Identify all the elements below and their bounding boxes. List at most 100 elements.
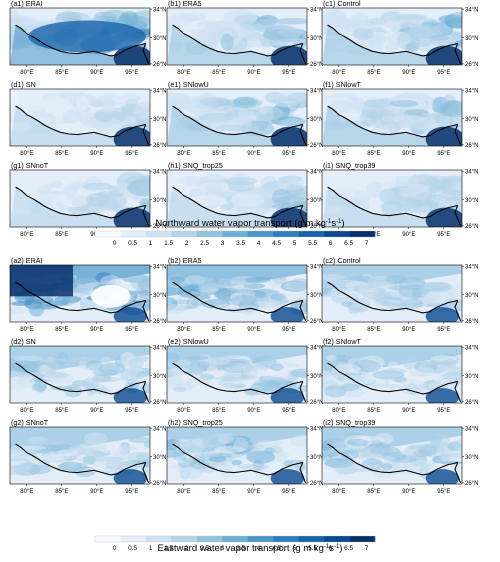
lon-tick-label: 95°E <box>125 327 138 333</box>
lon-tick-label: 85°E <box>55 70 68 76</box>
lon-tick-label: 85°E <box>212 489 225 495</box>
transport-field <box>322 89 462 146</box>
colorbar-tick-label: 0 <box>113 545 117 552</box>
transport-field <box>322 346 462 403</box>
map-frame <box>9 264 151 323</box>
colorbar-swatch <box>196 231 223 237</box>
lat-tick-label: 30°N <box>153 117 166 123</box>
plateau-border <box>299 462 307 484</box>
colorbar-tick-label: 6 <box>329 240 333 247</box>
colorbar-tick-label: 5.5 <box>308 240 317 247</box>
transport-field <box>322 170 462 227</box>
colorbar-tick-label: 3.5 <box>236 545 245 552</box>
lat-tick-label: 30°N <box>153 198 166 204</box>
lat-tick-label: 30°N <box>310 198 323 204</box>
transport-field <box>322 8 462 65</box>
colorbar-swatch <box>95 231 121 237</box>
colorbar-tick-label: 7 <box>365 545 369 552</box>
plateau-border <box>454 124 462 146</box>
colorbar-tick-label: 6.5 <box>344 545 353 552</box>
lon-tick-label: 95°E <box>437 489 450 495</box>
lat-tick-label: 30°N <box>310 293 323 299</box>
lat-tick-label: 34°N <box>310 169 323 175</box>
lat-tick-label: 34°N <box>465 169 478 175</box>
colorbar-tick-label: 2 <box>185 240 189 247</box>
lon-tick-label: 80°E <box>177 408 190 414</box>
colorbar-tick-label: 1 <box>149 240 153 247</box>
map-frame <box>9 169 151 228</box>
transport-field <box>167 170 307 227</box>
transport-field <box>322 427 462 484</box>
lat-tick-label: 34°N <box>153 264 166 270</box>
lon-tick-label: 95°E <box>437 70 450 76</box>
colorbar-title: Northward water vapor transport (g m kg-… <box>155 218 344 229</box>
colorbar-tick-label: 7 <box>365 240 369 247</box>
lon-tick-label: 90°E <box>247 408 260 414</box>
plateau-border <box>327 443 458 476</box>
colorbar-tick-label: 5 <box>293 240 297 247</box>
transport-field <box>10 265 150 322</box>
map-panel: (b2) ERA5 34°N 30°N 26°N 80°E 85°E 90°E 95°E <box>166 256 323 333</box>
colorbar-tick-label: 3 <box>221 240 225 247</box>
map-frame <box>9 7 151 66</box>
plateau-border <box>299 300 307 322</box>
map-panel: (d1) SN 34°N 30°N 26°N 80°E 85°E 90°E 95°E <box>9 80 166 157</box>
colorbar-swatch <box>120 231 147 237</box>
plateau-border <box>299 205 307 227</box>
lat-tick-label: 30°N <box>310 36 323 42</box>
panel-title: (e2) SNlowU <box>168 337 209 346</box>
colorbar-tick-label: 3.5 <box>236 240 245 247</box>
map-frame <box>321 7 463 66</box>
map-frame <box>321 345 463 404</box>
plateau-border <box>142 381 150 403</box>
lon-tick-label: 90°E <box>90 151 103 157</box>
map-panel: (a1) ERAI 34°N 30°N 26°N 80°E 85°E 90°E 95°E <box>9 0 166 76</box>
colorbar-swatch <box>298 536 325 542</box>
plateau-border <box>15 443 146 476</box>
lon-tick-label: 90°E <box>247 151 260 157</box>
lat-tick-label: 26°N <box>153 481 166 487</box>
lon-tick-label: 80°E <box>332 151 345 157</box>
colorbar-tick-label: 0.5 <box>128 240 137 247</box>
colorbar-tick-label: 0 <box>113 240 117 247</box>
lon-tick-label: 85°E <box>367 408 380 414</box>
plateau-border <box>15 105 146 138</box>
transport-field <box>10 346 150 403</box>
lon-tick-label: 80°E <box>332 70 345 76</box>
lon-tick-label: 90°E <box>247 489 260 495</box>
panel-title: (d2) SN <box>11 337 36 346</box>
plateau-border <box>172 186 303 219</box>
plateau-border <box>454 300 462 322</box>
transport-field <box>10 427 150 484</box>
lon-tick-label: 80°E <box>20 70 33 76</box>
lon-tick-label: 90°E <box>402 408 415 414</box>
lat-tick-label: 34°N <box>465 7 478 13</box>
colorbar-swatch <box>273 231 299 237</box>
plateau-border <box>172 362 303 395</box>
lat-tick-label: 30°N <box>310 374 323 380</box>
lat-tick-label: 30°N <box>465 198 478 204</box>
colorbar-tick-label: 1.5 <box>164 240 173 247</box>
colorbar-swatch <box>145 231 172 237</box>
lon-tick-label: 80°E <box>177 489 190 495</box>
map-panel: (i2) SNQ_trop39 34°N 30°N 26°N 80°E 85°E 90°E 9… <box>321 418 478 495</box>
map-panel: (f2) SNlowT 34°N 30°N 26°N 80°E 85°E 90°E 95°E <box>321 337 478 414</box>
map-panel: (h2) SNQ_trop25 34°N 30°N 26°N 80°E 85°E 90°E 9… <box>166 418 323 495</box>
panel-title: (b2) ERA5 <box>168 256 202 265</box>
map-frame <box>166 345 308 404</box>
lon-tick-label: 90°E <box>402 327 415 333</box>
lat-tick-label: 34°N <box>153 345 166 351</box>
panel-title: (g2) SNnoT <box>11 418 49 427</box>
lon-tick-label: 85°E <box>367 327 380 333</box>
lat-tick-label: 30°N <box>465 117 478 123</box>
map-frame <box>166 264 308 323</box>
map-panel: (a2) ERAI 34°N 30°N 26°N 80°E 85°E 90°E 95°E <box>9 256 166 333</box>
map-panel: (g2) SNnoT 34°N 30°N 26°N 80°E 85°E 90°E 95°E <box>9 418 166 495</box>
panel-title: (a1) ERAI <box>11 0 43 8</box>
colorbar-tick-label: 6 <box>329 545 333 552</box>
plateau-border <box>15 186 146 219</box>
colorbar-tick-label: 2.5 <box>200 240 209 247</box>
lat-tick-label: 30°N <box>310 455 323 461</box>
lon-tick-label: 95°E <box>282 151 295 157</box>
